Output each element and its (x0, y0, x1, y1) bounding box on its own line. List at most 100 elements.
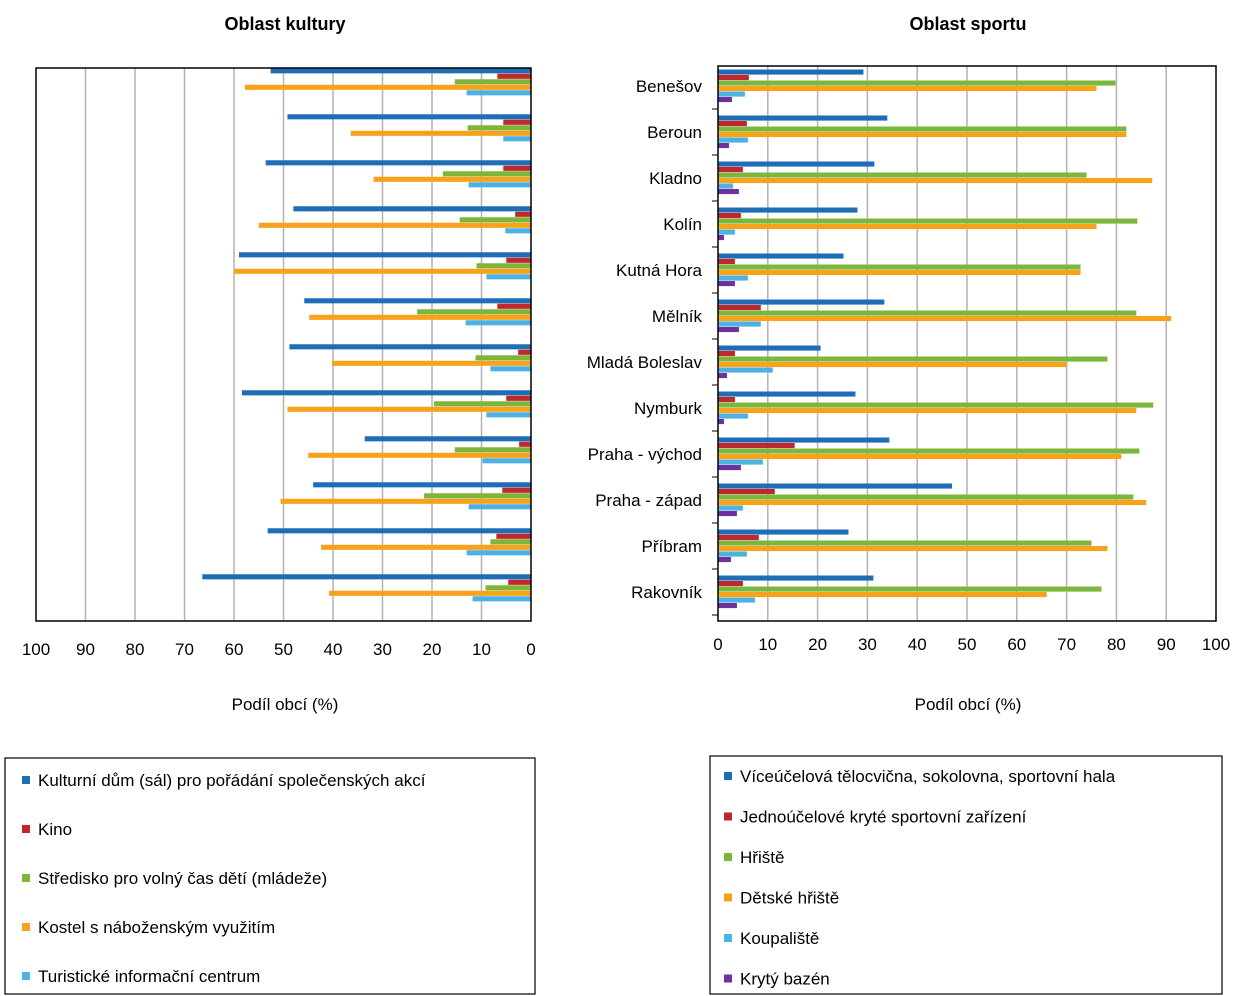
bar-koupaliste-praha-zapad (718, 505, 743, 511)
bar-hriste-kladno (718, 172, 1087, 178)
bar-kulturni-dum-sal-pro-por-kolin (293, 206, 531, 212)
bar-jednoucelove-kryte-sport-mlada-boleslav (718, 351, 735, 357)
culture-plot-area (84, 68, 532, 621)
bar-stredisko-pro-volny-cas--pribram (490, 539, 531, 545)
legend-swatch (22, 825, 30, 833)
bar-kryty-bazen-pribram (718, 557, 731, 563)
category-label: Kutná Hora (616, 261, 703, 280)
bar-stredisko-pro-volny-cas--kolin (459, 217, 531, 223)
bar-kryty-bazen-mlada-boleslav (718, 373, 727, 379)
bar-hriste-rakovnik (718, 586, 1102, 592)
x-tick-label: 60 (1007, 635, 1026, 654)
bar-hriste-nymburk (718, 402, 1154, 408)
bar-koupaliste-kolin (718, 229, 735, 235)
x-tick-label: 80 (126, 640, 145, 659)
bar-kulturni-dum-sal-pro-por-kladno (265, 160, 531, 166)
x-tick-label: 80 (1107, 635, 1126, 654)
legend-label: Hřiště (740, 848, 784, 867)
bar-kryty-bazen-rakovnik (718, 603, 737, 609)
sport-legend: Víceúčelová tělocvična, sokolovna, sport… (724, 767, 1116, 989)
bar-koupaliste-melnik (718, 321, 761, 327)
x-tick-label: 60 (225, 640, 244, 659)
legend-label: Jednoúčelové kryté sportovní zařízení (740, 808, 1027, 827)
bar-jednoucelove-kryte-sport-benesov (718, 75, 749, 81)
bar-detske-hriste-beroun (718, 132, 1127, 138)
bar-detske-hriste-benesov (718, 86, 1097, 92)
legend-label: Krytý bazén (740, 970, 830, 989)
bar-kino-kolin (515, 211, 531, 217)
bar-kino-pribram (496, 533, 531, 539)
bar-stredisko-pro-volny-cas--praha-zapad (424, 493, 531, 499)
x-tick-label: 50 (958, 635, 977, 654)
bar-koupaliste-mlada-boleslav (718, 367, 773, 373)
sport-plot-area (718, 66, 1172, 621)
x-tick-label: 70 (1057, 635, 1076, 654)
legend-swatch (22, 972, 30, 980)
bar-kostel-s-nabozenskym-vyu-praha-vychod (308, 452, 531, 458)
bar-kulturni-dum-sal-pro-por-praha-zapad (313, 482, 531, 488)
bar-turisticke-informacni-ce-benesov (466, 90, 531, 96)
bar-stredisko-pro-volny-cas--benesov (454, 79, 531, 85)
bar-viceucelova-telocvicna-s-praha-zapad (718, 483, 953, 489)
bar-hriste-benesov (718, 80, 1116, 86)
bar-viceucelova-telocvicna-s-beroun (718, 115, 888, 121)
bar-detske-hriste-melnik (718, 316, 1172, 322)
bar-detske-hriste-mlada-boleslav (718, 362, 1067, 368)
legend-swatch (724, 974, 732, 983)
category-label: Benešov (636, 77, 703, 96)
bar-jednoucelove-kryte-sport-kladno (718, 167, 743, 173)
bar-koupaliste-kladno (718, 183, 733, 189)
bar-hriste-praha-vychod (718, 448, 1140, 454)
x-tick-label: 90 (1157, 635, 1176, 654)
bar-kostel-s-nabozenskym-vyu-beroun (350, 130, 531, 136)
bar-jednoucelove-kryte-sport-kolin (718, 213, 741, 219)
legend-swatch (22, 874, 30, 882)
bar-kino-kutna-hora (506, 257, 531, 263)
bar-kino-nymburk (506, 395, 531, 401)
category-label: Mladá Boleslav (587, 353, 703, 372)
bar-hriste-mlada-boleslav (718, 356, 1108, 362)
bar-stredisko-pro-volny-cas--kutna-hora (476, 263, 531, 269)
bar-kryty-bazen-benesov (718, 97, 732, 103)
bar-kryty-bazen-kolin (718, 235, 724, 241)
category-label: Praha - západ (595, 491, 702, 510)
legend-swatch (22, 923, 30, 931)
sport-x-axis-label: Podíl obcí (%) (915, 695, 1022, 714)
culture-chart: Oblast kultury 100 90 80 70 60 50 40 30 20 10 0 Po… (4, 14, 536, 995)
sport-x-ticks: 0 10 20 30 40 50 60 70 80 90 100 (713, 635, 1230, 654)
bar-koupaliste-beroun (718, 137, 748, 143)
bar-kostel-s-nabozenskym-vyu-melnik (309, 314, 531, 320)
x-tick-label: 30 (858, 635, 877, 654)
legend-swatch (22, 776, 30, 784)
bar-hriste-praha-zapad (718, 494, 1134, 500)
bar-stredisko-pro-volny-cas--rakovnik (485, 585, 531, 591)
sport-chart-title: Oblast sportu (909, 14, 1026, 34)
bar-kostel-s-nabozenskym-vyu-kladno (373, 176, 531, 182)
legend-label: Kostel s náboženským využitím (38, 918, 275, 937)
legend-swatch (724, 893, 732, 902)
bar-stredisko-pro-volny-cas--kladno (442, 171, 531, 177)
x-tick-label: 100 (22, 640, 50, 659)
legend-label: Kulturní dům (sál) pro pořádání společen… (38, 771, 426, 790)
bar-koupaliste-benesov (718, 91, 745, 97)
culture-legend: Kulturní dům (sál) pro pořádání společen… (22, 771, 426, 986)
culture-x-ticks: 100 90 80 70 60 50 40 30 20 10 0 (22, 640, 536, 659)
category-label: Praha - východ (588, 445, 702, 464)
bar-kulturni-dum-sal-pro-por-beroun (287, 114, 531, 120)
bar-kostel-s-nabozenskym-vyu-nymburk (287, 406, 531, 412)
bar-jednoucelove-kryte-sport-praha-vychod (718, 443, 795, 449)
bar-koupaliste-rakovnik (718, 597, 755, 603)
bar-viceucelova-telocvicna-s-kutna-hora (718, 253, 844, 259)
category-label: Mělník (652, 307, 703, 326)
bar-jednoucelove-kryte-sport-beroun (718, 121, 747, 127)
bar-kino-mlada-boleslav (518, 349, 531, 355)
category-label: Příbram (642, 537, 702, 556)
legend-label: Koupaliště (740, 929, 819, 948)
x-tick-label: 100 (1202, 635, 1230, 654)
x-tick-label: 40 (324, 640, 343, 659)
bar-kryty-bazen-kutna-hora (718, 281, 735, 287)
sport-category-labels: Benešov Beroun Kladno Kolín Kutná Hora Mělník… (587, 77, 718, 616)
bar-detske-hriste-kutna-hora (718, 270, 1081, 276)
x-tick-label: 10 (758, 635, 777, 654)
bar-hriste-pribram (718, 540, 1092, 546)
